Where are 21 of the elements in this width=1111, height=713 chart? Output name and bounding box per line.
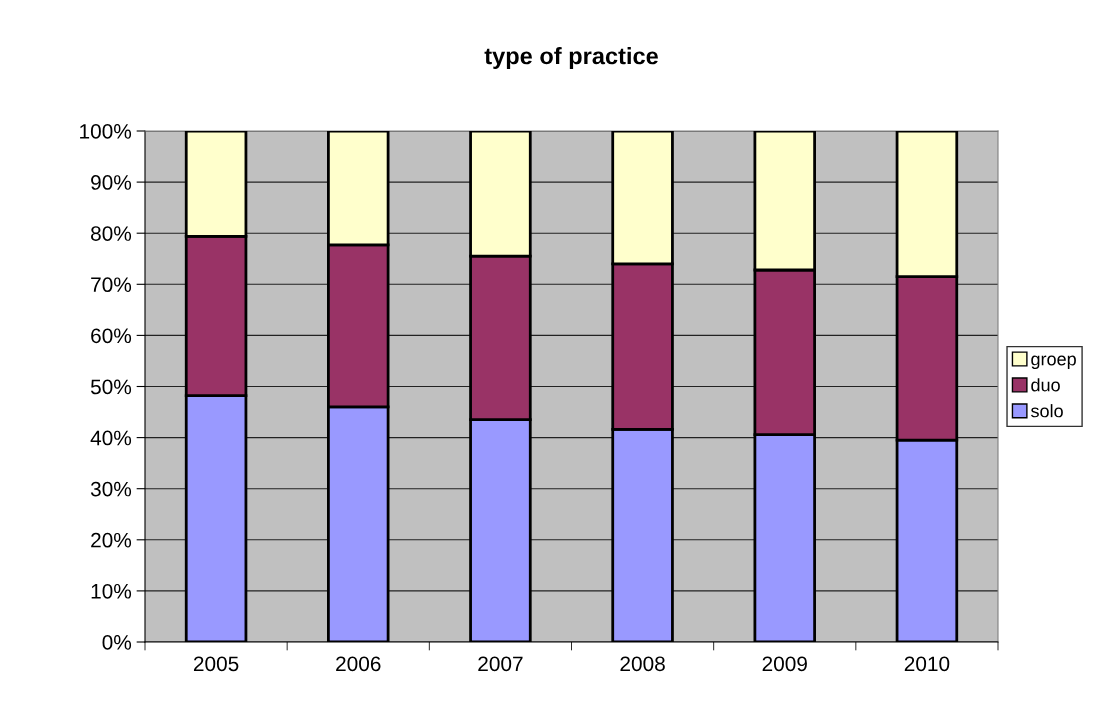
legend-label: groep (1031, 355, 1076, 370)
legend-label: duo (1031, 378, 1060, 392)
y-tick-label: 80% (91, 226, 132, 241)
y-tick-label: 70% (91, 277, 132, 293)
x-tick-label: 2010 (904, 656, 950, 672)
x-tick-label: 2006 (336, 656, 381, 672)
y-tick-label: 0% (102, 635, 132, 650)
y-tick-label: 90% (91, 175, 132, 190)
y-tick-label: 40% (90, 430, 132, 446)
x-tick-label: 2009 (762, 656, 807, 672)
y-tick-label: 20% (91, 532, 132, 548)
y-tick-label: 30% (90, 481, 132, 497)
x-tick-label: 2005 (193, 656, 239, 672)
chart-title: type of practice (484, 47, 658, 69)
x-tick-label: 2007 (478, 656, 523, 672)
y-tick-label: 100% (80, 124, 132, 139)
y-tick-label: 10% (91, 583, 132, 599)
legend-label: solo (1031, 404, 1063, 418)
y-tick-label: 60% (91, 328, 132, 344)
y-tick-label: 50% (90, 379, 132, 395)
x-tick-label: 2008 (620, 656, 665, 672)
